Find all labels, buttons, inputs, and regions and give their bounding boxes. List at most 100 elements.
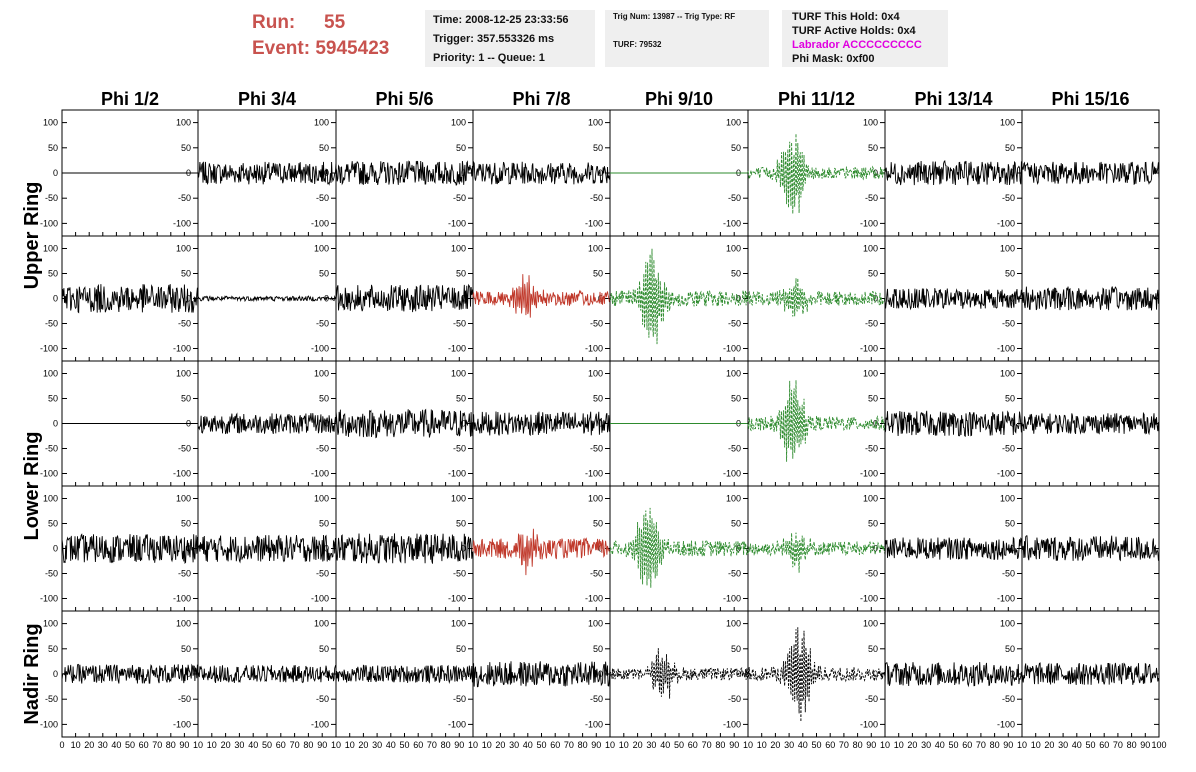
y-tick-label: -50 [453, 694, 466, 704]
y-tick-label: -100 [860, 594, 878, 604]
y-tick-label: -50 [45, 694, 58, 704]
y-tick-label: 50 [731, 519, 741, 529]
y-tick-label: 100 [863, 494, 878, 504]
y-tick-label: 50 [1005, 143, 1015, 153]
y-tick-label: 50 [1005, 394, 1015, 404]
x-tick-label: 60 [550, 740, 560, 750]
y-tick-label: 100 [43, 619, 58, 629]
y-tick-label: 100 [314, 244, 329, 254]
x-tick-label: 70 [564, 740, 574, 750]
y-tick-label: -100 [860, 344, 878, 354]
y-tick-label: -100 [173, 218, 191, 228]
y-tick-label: -100 [311, 594, 329, 604]
x-tick-label: 10 [743, 740, 753, 750]
y-tick-label: -50 [178, 694, 191, 704]
x-tick-label: 20 [495, 740, 505, 750]
x-tick-label: 90 [1003, 740, 1013, 750]
y-tick-label: -50 [453, 193, 466, 203]
waveform-trace [747, 380, 886, 462]
column-header: Phi 15/16 [1051, 89, 1129, 109]
x-tick-label: 20 [1044, 740, 1054, 750]
waveform-trace [472, 160, 611, 185]
y-tick-label: 100 [726, 494, 741, 504]
x-tick-label: 60 [962, 740, 972, 750]
y-tick-label: -50 [590, 694, 603, 704]
x-tick-label: 40 [798, 740, 808, 750]
y-tick-label: 50 [319, 519, 329, 529]
x-tick-label: 50 [811, 740, 821, 750]
x-tick-label: 80 [166, 740, 176, 750]
waveform-trace [1021, 286, 1160, 311]
waveform-trace [747, 278, 886, 317]
x-tick-label: 40 [1072, 740, 1082, 750]
x-tick-label: 80 [715, 740, 725, 750]
x-tick-label: 70 [976, 740, 986, 750]
x-tick-label: 80 [578, 740, 588, 750]
x-tick-label: 10 [619, 740, 629, 750]
y-tick-label: 0 [461, 544, 466, 554]
y-tick-label: 100 [176, 118, 191, 128]
y-tick-label: 100 [43, 369, 58, 379]
y-tick-label: -100 [723, 344, 741, 354]
x-tick-label: 30 [509, 740, 519, 750]
y-tick-label: 100 [588, 244, 603, 254]
x-tick-label: 20 [84, 740, 94, 750]
y-tick-label: 50 [181, 644, 191, 654]
y-tick-label: 100 [863, 369, 878, 379]
y-tick-label: 50 [868, 394, 878, 404]
y-tick-label: -50 [45, 193, 58, 203]
y-tick-label: -50 [1002, 694, 1015, 704]
turf-hold-line: TURF This Hold: 0x4 [792, 11, 900, 23]
waveform-trace [197, 161, 337, 186]
y-tick-label: -50 [316, 444, 329, 454]
y-tick-label: 100 [451, 369, 466, 379]
y-tick-label: -100 [585, 594, 603, 604]
x-tick-label: 30 [921, 740, 931, 750]
y-tick-label: 100 [176, 244, 191, 254]
y-tick-label: 100 [314, 494, 329, 504]
y-tick-label: 50 [731, 269, 741, 279]
y-tick-label: 50 [731, 143, 741, 153]
y-tick-label: -100 [40, 218, 58, 228]
y-tick-label: 0 [873, 544, 878, 554]
x-tick-label: 10 [193, 740, 203, 750]
y-tick-label: -100 [997, 344, 1015, 354]
y-tick-label: 0 [53, 669, 58, 679]
x-tick-label: 80 [853, 740, 863, 750]
x-tick-label: 50 [674, 740, 684, 750]
y-tick-label: -50 [590, 193, 603, 203]
y-tick-label: 50 [48, 394, 58, 404]
y-tick-label: 50 [456, 394, 466, 404]
x-tick-label: 10 [1017, 740, 1027, 750]
time-info-box: Time: 2008-12-25 23:33:56 Trigger: 357.5… [425, 10, 595, 67]
y-tick-label: -50 [45, 569, 58, 579]
y-tick-label: 100 [176, 494, 191, 504]
y-tick-label: -50 [453, 319, 466, 329]
waveform-trace [335, 283, 474, 313]
x-tick-label: 70 [290, 740, 300, 750]
trig-num-line: Trig Num: 13987 -- Trig Type: RF [613, 12, 736, 21]
y-tick-label: 0 [461, 419, 466, 429]
waveform-trace [884, 661, 1023, 688]
x-tick-label: 40 [660, 740, 670, 750]
turf-line: TURF: 79532 [613, 40, 662, 49]
y-tick-label: -50 [178, 444, 191, 454]
column-header: Phi 9/10 [645, 89, 713, 109]
y-tick-label: -50 [590, 444, 603, 454]
y-tick-label: 50 [1005, 519, 1015, 529]
y-tick-label: 100 [1000, 494, 1015, 504]
waveform-trace [61, 283, 199, 314]
y-tick-label: -100 [448, 218, 466, 228]
y-tick-label: 0 [53, 294, 58, 304]
panel-frame [335, 360, 474, 487]
y-tick-label: 50 [456, 143, 466, 153]
y-tick-label: 50 [593, 269, 603, 279]
y-tick-label: 100 [726, 619, 741, 629]
waveform-trace [884, 410, 1023, 438]
column-header: Phi 5/6 [375, 89, 433, 109]
waveform-trace [472, 528, 611, 576]
y-tick-label: -50 [1002, 193, 1015, 203]
x-tick-label: 60 [1099, 740, 1109, 750]
x-tick-label: 30 [372, 740, 382, 750]
x-tick-label: 50 [262, 740, 272, 750]
